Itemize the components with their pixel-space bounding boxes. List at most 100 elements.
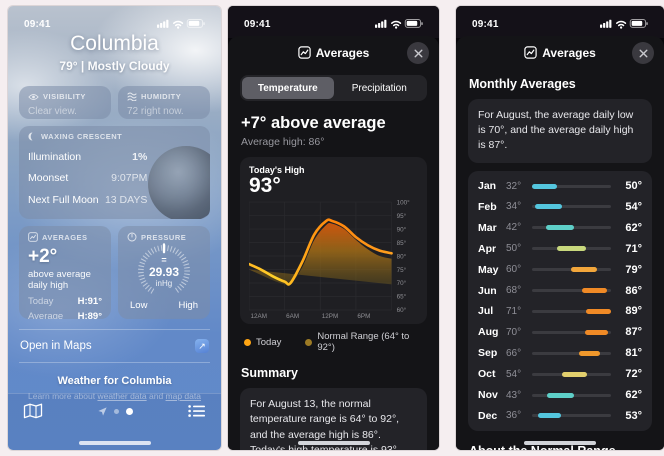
month-high-temp: 71°	[625, 242, 642, 255]
weather-main-screen: 09:41 Columbia 79° | Mostly Cloudy	[8, 6, 221, 450]
pressure-card[interactable]: PRESSURE = 29.93 inHg Low High	[118, 226, 210, 319]
sheet-header: Averages	[456, 36, 664, 69]
map-data-link[interactable]: map data	[165, 391, 201, 401]
month-row: Oct 54° 72°	[478, 364, 642, 385]
month-low-temp: 36°	[506, 410, 522, 422]
close-icon	[414, 49, 423, 58]
battery-icon	[629, 19, 648, 28]
month-range-bar	[556, 246, 587, 252]
clock: 09:41	[472, 18, 499, 30]
month-row: Sep 66° 81°	[478, 343, 642, 364]
close-button[interactable]	[632, 42, 654, 64]
svg-text:90°: 90°	[397, 225, 407, 233]
month-range-bar	[537, 413, 562, 419]
wifi-icon	[616, 20, 627, 27]
month-high-temp: 62°	[625, 389, 642, 401]
month-row: Aug 70° 87°	[478, 322, 642, 343]
page-dot-current	[126, 407, 133, 415]
wifi-icon	[391, 20, 402, 27]
month-high-temp: 81°	[625, 347, 642, 360]
averages-card[interactable]: AVERAGES +2° above average daily high To…	[19, 226, 111, 319]
moon-row-label: Illumination	[28, 150, 82, 163]
cellular-icon	[157, 19, 169, 28]
open-in-maps-label: Open in Maps	[20, 340, 92, 352]
moon-card[interactable]: WAXING CRESCENT Illumination 1% Moonset 9:…	[19, 126, 210, 219]
tab-precipitation[interactable]: Precipitation	[351, 82, 407, 94]
averages-delta: +2°	[28, 246, 58, 267]
month-label: Jun	[478, 284, 497, 297]
legend-normal-range-label: Normal Range (64° to 92°)	[317, 331, 410, 354]
month-label: Aug	[478, 326, 499, 339]
month-row: Feb 34° 54°	[478, 197, 642, 218]
map-button[interactable]	[23, 403, 43, 419]
averages-row-label: Today	[28, 295, 54, 307]
battery-icon	[186, 19, 205, 28]
home-indicator[interactable]	[524, 441, 596, 445]
page-dot	[114, 408, 119, 414]
page-indicator[interactable]	[98, 406, 133, 416]
moon-row-value: 1%	[132, 150, 148, 163]
battery-icon	[404, 19, 423, 28]
month-range-bar	[562, 371, 588, 377]
visibility-card[interactable]: VISIBILITY Clear view.	[19, 86, 111, 119]
clock: 09:41	[24, 18, 51, 30]
month-high-temp: 89°	[625, 305, 642, 318]
tab-temperature[interactable]: Temperature	[242, 77, 334, 99]
location-list-button[interactable]	[188, 404, 206, 418]
chart-legend: Today Normal Range (64° to 92°)	[244, 331, 423, 353]
svg-text:65°: 65°	[397, 293, 407, 301]
svg-text:95°: 95°	[397, 212, 407, 220]
month-label: Oct	[478, 368, 496, 381]
temperature-chart[interactable]: 100° 95° 90° 85° 80° 75° 70° 65° 60° 12AM 6AM 12PM 6…	[249, 198, 418, 321]
averages-icon	[524, 46, 537, 59]
status-icons	[600, 19, 648, 29]
legend-today-label: Today	[256, 336, 282, 348]
temperature-chart-card: Today's High 93° 100° 95° 90° 85° 80° 75° 70°	[240, 157, 427, 325]
visibility-card-text: Clear view.	[28, 106, 77, 117]
open-in-maps-button[interactable]: Open in Maps ↗	[19, 330, 210, 363]
current-location-icon	[98, 406, 107, 416]
todays-high-value: 93°	[249, 174, 281, 197]
bottom-toolbar	[8, 393, 221, 450]
month-row: Jul 71° 89°	[478, 301, 642, 322]
summary-heading: Summary	[241, 366, 298, 381]
month-label: May	[478, 263, 499, 276]
month-high-temp: 53°	[625, 409, 642, 422]
normal-range-legend-dot	[305, 338, 313, 346]
humidity-card-title: HUMIDITY	[141, 92, 182, 101]
legend-today: Today	[244, 337, 281, 348]
month-range-bar	[534, 204, 563, 210]
cellular-icon	[375, 19, 387, 28]
humidity-card[interactable]: HUMIDITY 72 right now.	[118, 86, 210, 119]
home-indicator[interactable]	[78, 441, 151, 445]
chart-icon	[28, 232, 38, 242]
month-range-bar	[547, 392, 574, 398]
average-high-subline: Average high: 86°	[241, 136, 325, 148]
about-normal-range-heading: About the Normal Range	[469, 444, 651, 450]
close-button[interactable]	[407, 42, 429, 64]
svg-text:70°: 70°	[397, 279, 407, 287]
svg-text:60°: 60°	[397, 306, 407, 314]
month-label: Sep	[478, 347, 498, 360]
averages-sheet-monthly-screen: 09:41 Averages Monthly Averages For Augu…	[456, 6, 664, 450]
averages-sheet: Averages Monthly Averages For August, th…	[456, 36, 664, 450]
month-low-temp: 42°	[506, 222, 522, 234]
month-range-track	[532, 288, 611, 294]
humidity-card-text: 72 right now.	[127, 106, 184, 117]
month-high-temp: 79°	[625, 263, 642, 276]
month-range-track	[532, 392, 611, 398]
weather-data-link[interactable]: weather data	[97, 391, 147, 401]
humidity-icon	[127, 92, 137, 101]
month-range-track	[532, 413, 611, 419]
eye-icon	[28, 93, 39, 100]
month-high-temp: 50°	[625, 180, 642, 193]
month-range-bar	[586, 308, 611, 314]
month-low-temp: 66°	[506, 347, 522, 359]
svg-text:80°: 80°	[397, 252, 407, 260]
gauge-icon	[127, 232, 137, 242]
moon-illustration	[148, 146, 210, 219]
temperature-precipitation-tabs: Temperature Precipitation	[240, 75, 427, 101]
home-indicator[interactable]	[297, 441, 370, 445]
clock: 09:41	[244, 18, 271, 30]
month-high-temp: 86°	[625, 284, 642, 297]
